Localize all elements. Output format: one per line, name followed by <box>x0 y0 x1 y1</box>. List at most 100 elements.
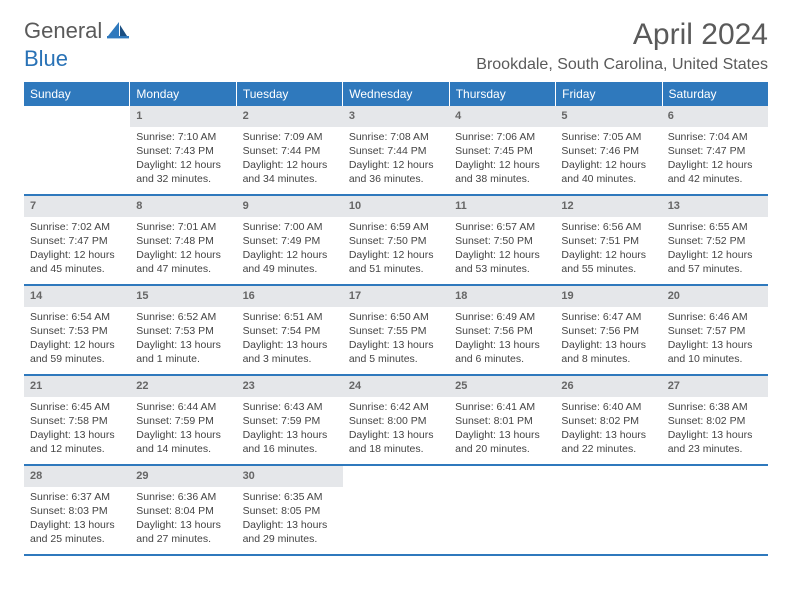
sunset-text: Sunset: 8:03 PM <box>30 504 124 518</box>
day-cell <box>24 106 130 194</box>
sunrise-text: Sunrise: 6:55 AM <box>668 220 762 234</box>
month-title: April 2024 <box>476 18 768 52</box>
day-body: Sunrise: 6:35 AMSunset: 8:05 PMDaylight:… <box>237 487 343 553</box>
daylight-text: Daylight: 12 hours and 47 minutes. <box>136 248 230 276</box>
sunrise-text: Sunrise: 7:02 AM <box>30 220 124 234</box>
daylight-text: Daylight: 13 hours and 3 minutes. <box>243 338 337 366</box>
day-cell: 9Sunrise: 7:00 AMSunset: 7:49 PMDaylight… <box>237 196 343 284</box>
day-cell: 13Sunrise: 6:55 AMSunset: 7:52 PMDayligh… <box>662 196 768 284</box>
day-body: Sunrise: 7:04 AMSunset: 7:47 PMDaylight:… <box>662 127 768 193</box>
sunset-text: Sunset: 7:59 PM <box>243 414 337 428</box>
day-number: 2 <box>237 106 343 127</box>
daylight-text: Daylight: 12 hours and 55 minutes. <box>561 248 655 276</box>
day-body: Sunrise: 6:50 AMSunset: 7:55 PMDaylight:… <box>343 307 449 373</box>
day-number: 20 <box>662 286 768 307</box>
sunset-text: Sunset: 7:57 PM <box>668 324 762 338</box>
day-number: 24 <box>343 376 449 397</box>
day-number: 26 <box>555 376 661 397</box>
dow-sunday: Sunday <box>24 82 130 106</box>
sunset-text: Sunset: 7:58 PM <box>30 414 124 428</box>
dow-monday: Monday <box>130 82 236 106</box>
day-body <box>662 472 768 481</box>
day-body: Sunrise: 7:05 AMSunset: 7:46 PMDaylight:… <box>555 127 661 193</box>
dow-wednesday: Wednesday <box>343 82 449 106</box>
page-header: General April 2024 Brookdale, South Caro… <box>24 18 768 74</box>
sunset-text: Sunset: 7:44 PM <box>243 144 337 158</box>
sunrise-text: Sunrise: 6:46 AM <box>668 310 762 324</box>
day-number: 23 <box>237 376 343 397</box>
sunrise-text: Sunrise: 6:59 AM <box>349 220 443 234</box>
sunrise-text: Sunrise: 6:38 AM <box>668 400 762 414</box>
day-number: 4 <box>449 106 555 127</box>
sunset-text: Sunset: 7:56 PM <box>455 324 549 338</box>
day-body <box>555 472 661 481</box>
daylight-text: Daylight: 12 hours and 51 minutes. <box>349 248 443 276</box>
daylight-text: Daylight: 13 hours and 6 minutes. <box>455 338 549 366</box>
sunset-text: Sunset: 7:51 PM <box>561 234 655 248</box>
day-body: Sunrise: 6:57 AMSunset: 7:50 PMDaylight:… <box>449 217 555 283</box>
daylight-text: Daylight: 13 hours and 10 minutes. <box>668 338 762 366</box>
day-cell: 21Sunrise: 6:45 AMSunset: 7:58 PMDayligh… <box>24 376 130 464</box>
day-number: 27 <box>662 376 768 397</box>
day-body: Sunrise: 6:40 AMSunset: 8:02 PMDaylight:… <box>555 397 661 463</box>
day-body: Sunrise: 7:01 AMSunset: 7:48 PMDaylight:… <box>130 217 236 283</box>
day-body <box>449 472 555 481</box>
brand-sail-icon <box>107 21 129 44</box>
sunrise-text: Sunrise: 6:50 AM <box>349 310 443 324</box>
day-cell: 22Sunrise: 6:44 AMSunset: 7:59 PMDayligh… <box>130 376 236 464</box>
dow-header-row: Sunday Monday Tuesday Wednesday Thursday… <box>24 82 768 106</box>
sunset-text: Sunset: 7:43 PM <box>136 144 230 158</box>
day-cell: 8Sunrise: 7:01 AMSunset: 7:48 PMDaylight… <box>130 196 236 284</box>
daylight-text: Daylight: 12 hours and 34 minutes. <box>243 158 337 186</box>
daylight-text: Daylight: 12 hours and 59 minutes. <box>30 338 124 366</box>
sunrise-text: Sunrise: 7:05 AM <box>561 130 655 144</box>
day-body: Sunrise: 6:43 AMSunset: 7:59 PMDaylight:… <box>237 397 343 463</box>
day-number: 1 <box>130 106 236 127</box>
sunrise-text: Sunrise: 7:01 AM <box>136 220 230 234</box>
day-number: 21 <box>24 376 130 397</box>
sunset-text: Sunset: 7:52 PM <box>668 234 762 248</box>
daylight-text: Daylight: 13 hours and 8 minutes. <box>561 338 655 366</box>
day-body: Sunrise: 7:00 AMSunset: 7:49 PMDaylight:… <box>237 217 343 283</box>
day-cell <box>449 466 555 554</box>
day-body: Sunrise: 6:41 AMSunset: 8:01 PMDaylight:… <box>449 397 555 463</box>
sunrise-text: Sunrise: 6:42 AM <box>349 400 443 414</box>
day-cell: 11Sunrise: 6:57 AMSunset: 7:50 PMDayligh… <box>449 196 555 284</box>
daylight-text: Daylight: 12 hours and 36 minutes. <box>349 158 443 186</box>
day-body: Sunrise: 7:08 AMSunset: 7:44 PMDaylight:… <box>343 127 449 193</box>
day-body: Sunrise: 6:47 AMSunset: 7:56 PMDaylight:… <box>555 307 661 373</box>
day-cell: 30Sunrise: 6:35 AMSunset: 8:05 PMDayligh… <box>237 466 343 554</box>
sunset-text: Sunset: 8:05 PM <box>243 504 337 518</box>
sunset-text: Sunset: 7:59 PM <box>136 414 230 428</box>
day-number: 22 <box>130 376 236 397</box>
sunrise-text: Sunrise: 6:35 AM <box>243 490 337 504</box>
dow-friday: Friday <box>556 82 662 106</box>
daylight-text: Daylight: 12 hours and 49 minutes. <box>243 248 337 276</box>
daylight-text: Daylight: 12 hours and 42 minutes. <box>668 158 762 186</box>
day-number: 12 <box>555 196 661 217</box>
day-body: Sunrise: 6:51 AMSunset: 7:54 PMDaylight:… <box>237 307 343 373</box>
day-body: Sunrise: 6:38 AMSunset: 8:02 PMDaylight:… <box>662 397 768 463</box>
sunset-text: Sunset: 7:47 PM <box>30 234 124 248</box>
day-body <box>343 472 449 481</box>
day-body: Sunrise: 6:55 AMSunset: 7:52 PMDaylight:… <box>662 217 768 283</box>
sunset-text: Sunset: 8:01 PM <box>455 414 549 428</box>
sunrise-text: Sunrise: 6:49 AM <box>455 310 549 324</box>
daylight-text: Daylight: 13 hours and 5 minutes. <box>349 338 443 366</box>
day-number: 18 <box>449 286 555 307</box>
sunset-text: Sunset: 7:50 PM <box>455 234 549 248</box>
day-number: 3 <box>343 106 449 127</box>
day-body: Sunrise: 6:45 AMSunset: 7:58 PMDaylight:… <box>24 397 130 463</box>
week-row: 1 Sunrise: 7:10 AMSunset: 7:43 PM Daylight… <box>24 106 768 196</box>
day-cell: 12Sunrise: 6:56 AMSunset: 7:51 PMDayligh… <box>555 196 661 284</box>
sunrise-text: Sunrise: 7:10 AM <box>136 130 230 144</box>
day-body: Sunrise: 7:06 AMSunset: 7:45 PMDaylight:… <box>449 127 555 193</box>
daylight-text: Daylight: 13 hours and 29 minutes. <box>243 518 337 546</box>
day-body: Sunrise: 6:36 AMSunset: 8:04 PMDaylight:… <box>130 487 236 553</box>
sunrise-text: Sunrise: 7:09 AM <box>243 130 337 144</box>
sunset-text: Sunset: 7:44 PM <box>349 144 443 158</box>
daylight-text: Daylight: 12 hours and 40 minutes. <box>561 158 655 186</box>
day-body <box>24 112 130 121</box>
day-body: Sunrise: 6:49 AMSunset: 7:56 PMDaylight:… <box>449 307 555 373</box>
sunset-text: Sunset: 8:02 PM <box>561 414 655 428</box>
